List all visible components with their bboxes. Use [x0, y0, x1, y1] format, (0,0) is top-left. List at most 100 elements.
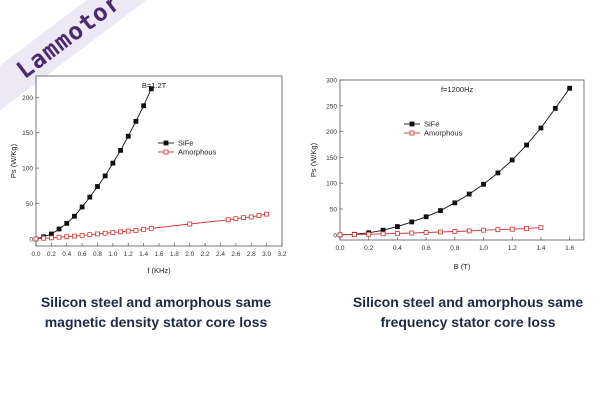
data-point-amorphous: [56, 234, 62, 240]
data-point-amorphous: [248, 214, 254, 220]
x-tick-label: 1.4: [139, 251, 148, 258]
x-tick-label: 2.0: [185, 251, 194, 258]
data-point-sife: [141, 103, 147, 109]
caption-same-frequency: Silicon steel and amorphous same frequen…: [352, 294, 584, 330]
data-point-amorphous: [125, 228, 131, 234]
data-point-amorphous: [466, 228, 472, 234]
data-point-amorphous: [438, 229, 443, 235]
caption-same-magnetic-density: Silicon steel and amorphous same magneti…: [40, 294, 272, 330]
data-point-sife: [538, 125, 544, 131]
chart-core-loss-vs-frequency: 0.0 0.2 0.4 0.6 0.8 1.0 1.2 1.4 1.6 1.8 2.0 2.2 2.4 2…: [9, 75, 287, 275]
data-point-amorphous: [264, 211, 270, 217]
data-point-amorphous: [79, 232, 85, 238]
data-point-amorphous: [118, 229, 123, 235]
data-point-amorphous: [48, 235, 54, 241]
x-tick-label: 0.2: [364, 245, 373, 252]
x-tick-label: 1.6: [565, 245, 574, 252]
x-tick-label: 1.2: [508, 245, 517, 252]
legend-label-amorphous: Amorphous: [178, 148, 217, 157]
x-tick-label: 0.6: [422, 245, 431, 252]
x-tick-label: 0.6: [78, 251, 87, 258]
data-point-sife: [87, 194, 93, 200]
data-point-sife: [409, 219, 415, 225]
data-point-sife: [64, 220, 70, 226]
y-tick-label: 200: [326, 129, 337, 136]
data-point-sife: [481, 181, 486, 187]
data-point-sife: [438, 208, 443, 213]
x-tick-label: 1.8: [170, 251, 179, 258]
y-axis-label: Ps (W/Kg): [9, 143, 18, 178]
x-tick-label: 1.4: [536, 245, 545, 252]
x-tick-label: 2.8: [247, 251, 256, 258]
data-point-amorphous: [133, 228, 139, 233]
y-tick-label: 250: [326, 103, 337, 110]
y-tick-label: 150: [326, 155, 337, 162]
x-tick-label: 1.0: [479, 245, 488, 252]
x-tick-label: 2.2: [201, 251, 210, 258]
data-point-sife: [524, 142, 529, 148]
data-point-amorphous: [95, 231, 100, 237]
data-point-amorphous: [148, 225, 154, 231]
x-axis-label: B (T): [454, 262, 471, 271]
data-point-sife: [148, 86, 154, 92]
x-tick-label: 2.4: [216, 251, 225, 258]
data-point-amorphous: [423, 230, 429, 235]
data-point-sife: [567, 85, 573, 91]
legend-marker-amorphous: [409, 130, 415, 136]
data-point-amorphous: [481, 227, 486, 233]
data-point-sife: [56, 226, 62, 232]
x-tick-label: 0.8: [93, 251, 102, 258]
data-point-amorphous: [495, 227, 501, 233]
data-point-amorphous: [87, 232, 93, 238]
data-point-amorphous: [225, 217, 231, 223]
data-point-sife: [95, 184, 100, 189]
x-tick-label: 0.4: [62, 251, 71, 258]
y-tick-label: 200: [22, 95, 33, 102]
data-point-amorphous: [351, 232, 357, 237]
data-point-amorphous: [380, 231, 386, 237]
data-point-sife: [395, 224, 400, 229]
data-point-sife: [102, 173, 108, 179]
data-point-sife: [110, 160, 116, 166]
x-tick-label: 0.0: [31, 251, 40, 258]
data-point-amorphous: [187, 221, 193, 227]
data-point-amorphous: [337, 232, 343, 238]
data-point-sife: [495, 170, 501, 176]
data-point-amorphous: [102, 230, 108, 236]
data-point-sife: [125, 133, 131, 139]
y-tick-label: 0: [333, 232, 337, 239]
data-point-sife: [552, 105, 558, 111]
plot-frame: [339, 79, 585, 241]
data-point-sife: [423, 214, 429, 220]
data-point-amorphous: [524, 225, 529, 231]
data-point-amorphous: [256, 213, 262, 218]
y-tick-label: 50: [26, 201, 34, 208]
x-tick-label: 3.0: [262, 251, 271, 258]
data-point-sife: [48, 231, 54, 237]
y-tick-label: 150: [22, 130, 33, 137]
x-tick-label: 0.4: [393, 245, 402, 252]
x-tick-label: 2.6: [231, 251, 240, 258]
data-point-amorphous: [33, 236, 39, 242]
data-point-amorphous: [64, 234, 70, 240]
data-point-amorphous: [395, 231, 400, 236]
data-point-sife: [509, 157, 515, 163]
data-point-sife: [72, 213, 77, 219]
data-point-sife: [133, 118, 139, 124]
x-tick-label: 1.6: [154, 251, 163, 258]
legend-label-amorphous: Amorphous: [424, 129, 463, 138]
data-point-amorphous: [409, 230, 415, 236]
data-point-amorphous: [72, 233, 77, 239]
data-point-amorphous: [509, 226, 515, 232]
x-tick-label: 1.0: [108, 251, 117, 258]
x-tick-label: 0.2: [47, 251, 56, 258]
y-tick-label: 100: [22, 166, 33, 173]
data-point-amorphous: [141, 226, 147, 232]
y-tick-label: 100: [326, 181, 337, 188]
chart-title: B=1.2T: [142, 81, 167, 90]
x-tick-label: 3.2: [277, 251, 286, 258]
data-point-amorphous: [241, 215, 246, 221]
legend-label-sife: SiFe: [424, 120, 439, 129]
x-tick-label: 1.2: [124, 251, 133, 258]
data-point-sife: [118, 147, 123, 153]
